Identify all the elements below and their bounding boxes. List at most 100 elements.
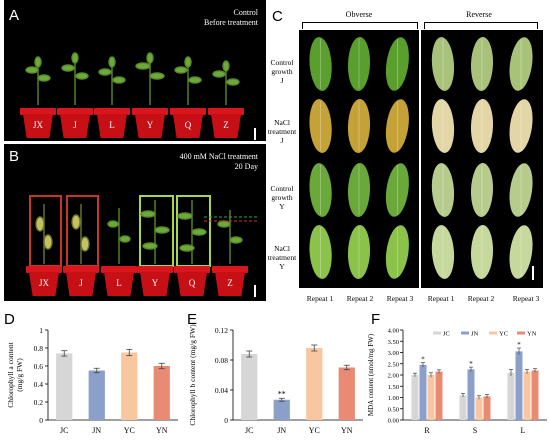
- reverse-header: Reverse: [466, 10, 492, 19]
- leaf-photo-reverse: [421, 30, 543, 288]
- y-axis-label-unit: (mg/g FW): [15, 358, 24, 392]
- chart-chlorophyll-a: 0 0.2 0.4 0.6 0.8 1 JC JN YC YN Chlorophyll a cont…: [6, 326, 178, 435]
- leaf: [385, 225, 409, 279]
- bar-jc: [241, 354, 258, 420]
- scale-bar-a: [254, 128, 256, 140]
- bar-yc: [121, 352, 138, 420]
- bar-jn-s: [467, 369, 475, 420]
- y-tick-label: 1: [39, 326, 43, 335]
- plant-stems-b: [35, 200, 258, 264]
- leaf: [347, 163, 371, 217]
- legend-label-yn: YN: [527, 331, 537, 338]
- leaf-photo-obverse: [299, 30, 419, 288]
- panel-letter-a-overlay: A: [9, 7, 20, 24]
- y-tick-label: 0.2: [34, 398, 44, 407]
- leaf: [470, 37, 494, 91]
- leaf: [431, 163, 455, 217]
- panel-a-title-2: Before treatment: [204, 18, 258, 27]
- pot-z-b: Z: [212, 266, 248, 296]
- pot-l-a: L: [94, 108, 130, 138]
- pot-q-a: Q: [170, 108, 206, 138]
- bar-jc-s: [459, 395, 467, 420]
- bar-yc: [306, 348, 323, 420]
- panel-letter-c: C: [272, 8, 283, 25]
- panel-letter-e: E: [187, 311, 198, 328]
- x-tick-label: L: [521, 426, 526, 435]
- y-tick-label: 1.50: [388, 384, 399, 391]
- panel-letter-b: B: [9, 148, 20, 165]
- x-tick-label: JN: [277, 426, 286, 435]
- x-tick-label: JC: [245, 426, 253, 435]
- obverse-brace: [302, 22, 418, 29]
- scale-bar-b: [254, 285, 256, 297]
- x-tick-label: YN: [341, 426, 353, 435]
- y-tick-label: 0: [39, 416, 43, 425]
- col-label-rev-3: Repeat 3: [512, 294, 540, 303]
- col-label-obv-1: Repeat 1: [306, 294, 334, 303]
- y-tick-label: 0.8: [34, 344, 44, 353]
- panel-letter-f: F: [371, 311, 381, 328]
- y-tick-label: 2.50: [388, 361, 399, 368]
- bar-jn-r: [419, 364, 427, 420]
- panel-b-title-2: 20 Day: [234, 162, 258, 171]
- legend-label-jn: JN: [471, 331, 479, 338]
- x-tick-label: R: [424, 426, 430, 435]
- chart-chlorophyll-b: 0 0.04 0.08 0.12 JC JN ** YC YN Chlorophyll b con…: [188, 324, 363, 435]
- row-label-control-j: Control growth J: [270, 58, 294, 85]
- x-tick-label: YC: [124, 426, 135, 435]
- pot-l-b: L: [101, 266, 137, 296]
- pot-y-b: Y: [137, 266, 173, 296]
- bar-yn: [338, 367, 355, 420]
- bar-yc-s: [475, 397, 483, 420]
- pot-jx-b: JX: [26, 266, 62, 296]
- y-tick-label: 3.50: [388, 339, 399, 346]
- leaf: [470, 163, 494, 217]
- leaves-reverse: [431, 37, 533, 279]
- y-tick-label: 1.00: [388, 395, 399, 402]
- row-label-control-y: Control growth Y: [270, 184, 294, 211]
- y-tick-label: 0.4: [34, 380, 44, 389]
- significance-mark: *: [421, 356, 425, 364]
- row-label-nacl-y: NaCl treatment Y: [267, 244, 297, 271]
- y-tick-label: 0: [224, 416, 228, 425]
- y-tick-label: 0.12: [215, 326, 228, 335]
- bar-yn-s: [483, 396, 491, 420]
- significance-mark: *: [517, 341, 521, 349]
- leaf: [509, 37, 533, 91]
- leaf: [509, 225, 533, 279]
- bar-yc-r: [427, 375, 435, 420]
- bar-jn: [88, 370, 105, 420]
- leaves-obverse: [309, 37, 409, 279]
- pot-jx-a: JX: [20, 108, 56, 138]
- leaf: [470, 225, 494, 279]
- bar-yc-l: [523, 371, 531, 420]
- y-axis-label: Chlorophyll b content (mg/g FW): [188, 324, 197, 426]
- y-tick-label: 3.00: [388, 350, 399, 357]
- obverse-header: Obverse: [345, 10, 373, 19]
- bar-yn-l: [531, 370, 539, 420]
- leaf: [347, 99, 371, 153]
- bar-yn-r: [435, 371, 443, 420]
- col-label-rev-2: Repeat 2: [467, 294, 495, 303]
- significance-mark: **: [278, 389, 286, 398]
- bar-jc-l: [507, 372, 515, 420]
- chart-mda: 0.00 0.50 1.00 1.50 2.00 2.50 3.00 3.50 4.00 MDA …: [367, 328, 547, 435]
- leaf: [385, 99, 409, 153]
- panel-b-title-1: 400 mM NaCl treatment: [179, 152, 258, 161]
- leaf: [431, 37, 455, 91]
- leaf: [470, 99, 494, 153]
- y-tick-label: 0.00: [388, 418, 399, 425]
- pot-y-a: Y: [132, 108, 168, 138]
- legend-label-jc: JC: [443, 331, 450, 338]
- leaf: [431, 99, 455, 153]
- pot-j-b: J: [63, 266, 99, 296]
- leaf: [385, 37, 409, 91]
- x-tick-label: JC: [60, 426, 68, 435]
- y-axis-label: Chlorophyll a content: [6, 341, 15, 407]
- leaf: [309, 225, 332, 279]
- y-tick-label: 0.04: [215, 386, 228, 395]
- bar-jc: [56, 353, 73, 420]
- leaf: [309, 37, 332, 91]
- pot-z-a: Z: [208, 108, 244, 138]
- plant-stems-a: [25, 52, 240, 105]
